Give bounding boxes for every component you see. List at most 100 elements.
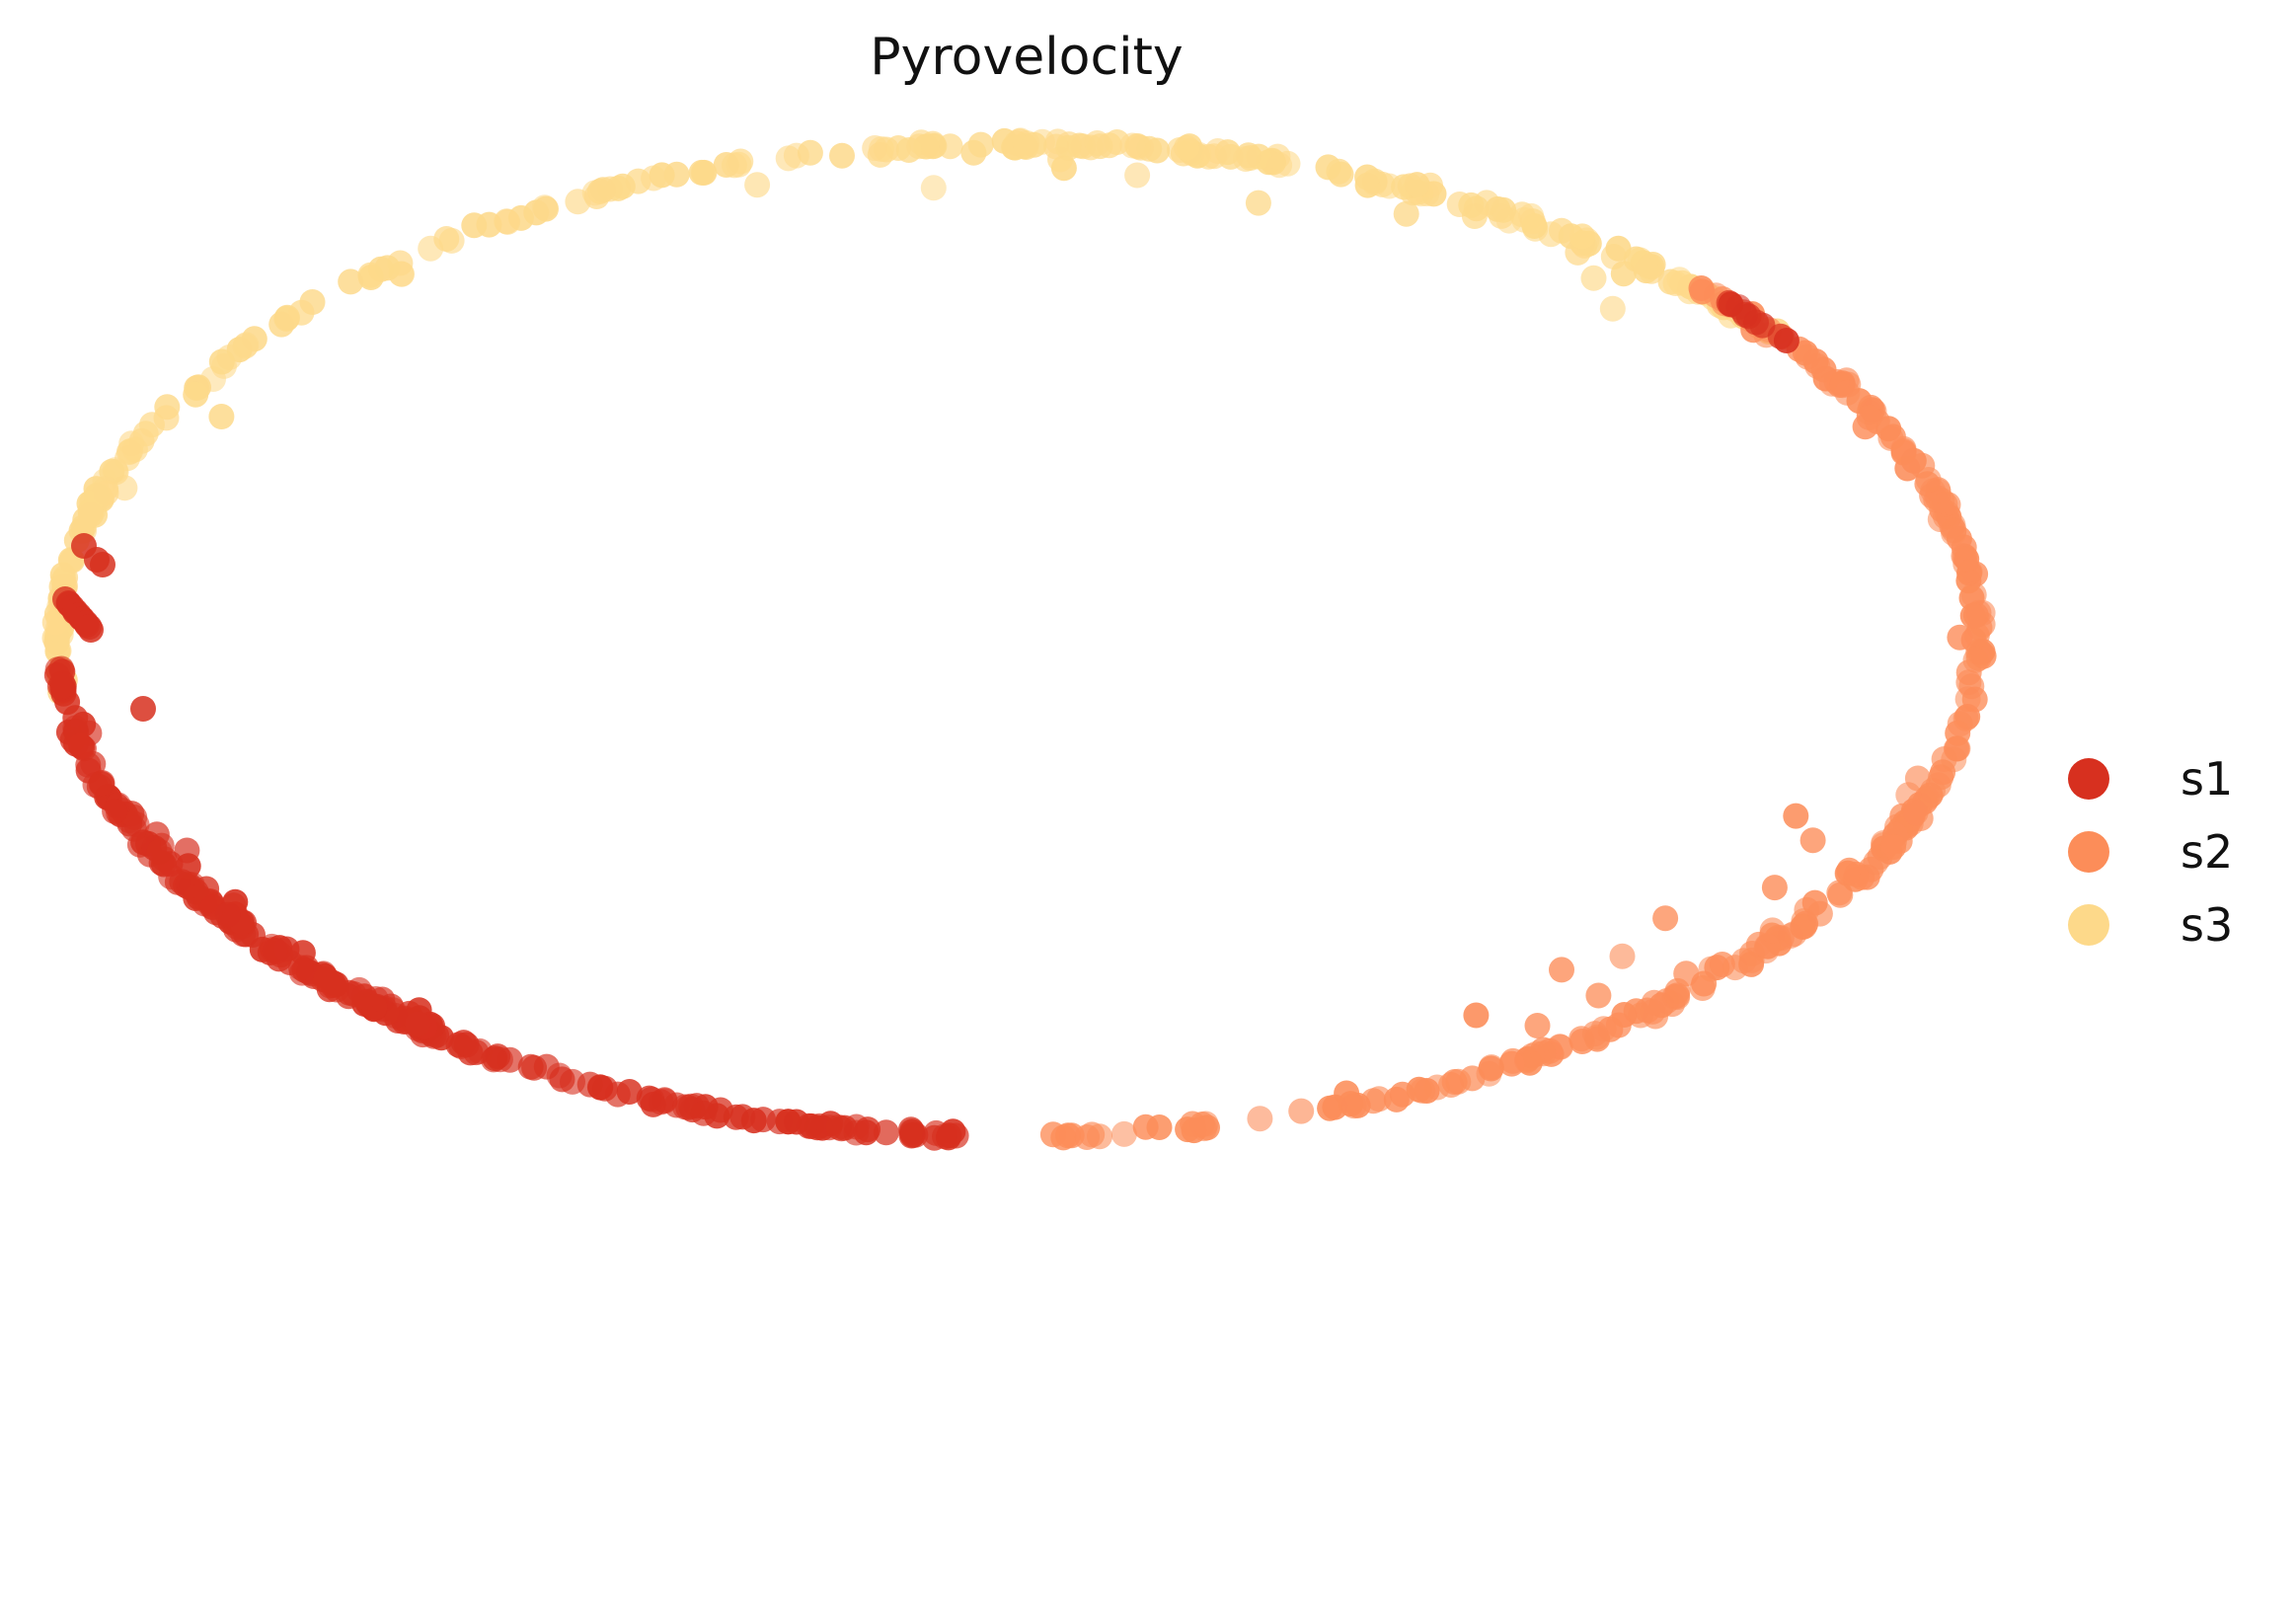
- cell-point-s2: [1783, 803, 1809, 829]
- cell-point-s3: [1235, 142, 1262, 169]
- cell-point-s3: [1055, 134, 1082, 161]
- cell-point-s1: [146, 838, 173, 865]
- cell-point-s1: [361, 994, 388, 1021]
- cell-point-s1: [193, 887, 220, 914]
- cell-point-s2: [1958, 673, 1985, 700]
- cell-point-s3: [1666, 267, 1693, 293]
- cell-point-s1: [90, 552, 115, 577]
- cell-point-s2: [1146, 1114, 1173, 1140]
- cell-point-s3: [609, 173, 636, 199]
- cell-point-s2: [1709, 952, 1735, 977]
- cell-point-s1: [690, 1100, 717, 1126]
- cell-point-s3: [1495, 207, 1522, 234]
- cell-point-s2: [1441, 1069, 1468, 1095]
- cell-point-s1: [1767, 323, 1794, 349]
- cell-point-s2: [1641, 989, 1667, 1016]
- cell-point-s3: [895, 137, 922, 163]
- cell-point-s2: [1799, 827, 1826, 854]
- chart-title: Pyrovelocity: [870, 28, 1184, 87]
- cell-point-s3: [565, 189, 591, 215]
- cell-point-s2: [1663, 982, 1690, 1009]
- legend-label-s1: s1: [2181, 752, 2234, 806]
- cell-point-s2: [1956, 559, 1983, 585]
- cell-point-s2: [1110, 1120, 1137, 1147]
- cell-point-s3: [1124, 162, 1151, 189]
- cell-point-s2: [1585, 982, 1612, 1009]
- legend: s1 s2 s3: [2068, 742, 2233, 961]
- cell-point-s3: [1393, 200, 1419, 227]
- cell-point-s2: [1962, 647, 1989, 673]
- cell-point-s3: [1084, 130, 1110, 156]
- cell-point-s3: [1404, 172, 1430, 198]
- cell-point-s3: [288, 299, 315, 326]
- cell-point-s1: [287, 955, 314, 981]
- cell-point-s2: [1915, 467, 1942, 493]
- cell-point-s3: [1580, 265, 1607, 291]
- cell-point-s1: [1716, 289, 1742, 316]
- cell-point-s3: [1458, 192, 1485, 218]
- cell-point-s3: [589, 177, 616, 203]
- cell-point-s2: [1947, 624, 1973, 651]
- cell-point-s2: [1180, 1111, 1206, 1137]
- cell-point-s2: [1827, 882, 1854, 908]
- cell-point-s1: [70, 711, 97, 737]
- cell-point-s3: [374, 255, 401, 281]
- legend-marker-s2: [2068, 831, 2109, 873]
- cell-point-s3: [1600, 244, 1627, 269]
- cell-point-s3: [1633, 258, 1659, 284]
- cell-point-s3: [338, 269, 364, 295]
- cell-point-s2: [1960, 581, 1987, 608]
- cell-point-s2: [1406, 1076, 1432, 1103]
- cell-point-s3: [115, 439, 142, 465]
- cell-point-s1: [873, 1119, 899, 1146]
- cell-point-s1: [533, 1053, 560, 1080]
- cell-point-s3: [1119, 132, 1146, 159]
- cell-point-s2: [1478, 1055, 1504, 1082]
- cell-point-s3: [713, 152, 739, 178]
- cell-point-s2: [1288, 1098, 1315, 1124]
- cell-point-s3: [84, 483, 110, 508]
- cell-point-s3: [531, 194, 558, 221]
- cell-point-s2: [1902, 800, 1929, 826]
- cell-point-s2: [1530, 1040, 1557, 1067]
- cell-point-s2: [1463, 1002, 1490, 1029]
- legend-item-s1: s1: [2068, 742, 2233, 815]
- cell-point-s1: [853, 1119, 880, 1146]
- cell-point-s3: [132, 421, 159, 447]
- cell-point-s1: [729, 1104, 756, 1130]
- cell-point-s3: [920, 175, 947, 201]
- cell-point-s2: [1652, 905, 1679, 932]
- cell-point-s1: [576, 1071, 603, 1098]
- cell-point-s2: [1087, 1123, 1112, 1150]
- cell-point-s3: [649, 162, 675, 189]
- cell-point-s2: [1941, 517, 1967, 544]
- cell-point-s3: [494, 208, 520, 235]
- cell-point-s2: [1917, 782, 1944, 808]
- cell-point-s2: [1247, 1106, 1273, 1132]
- cell-point-s1: [313, 966, 339, 993]
- cell-point-s1: [130, 696, 156, 722]
- cell-point-s2: [1929, 488, 1955, 514]
- cell-point-s1: [76, 614, 103, 640]
- cell-point-s3: [1315, 154, 1341, 181]
- cell-point-s2: [1761, 875, 1788, 901]
- cell-point-s3: [1174, 134, 1199, 161]
- cell-point-s3: [829, 142, 855, 169]
- cell-point-s1: [825, 1114, 852, 1140]
- legend-item-s2: s2: [2068, 815, 2233, 888]
- scatter-plot: [41, 127, 1997, 1151]
- cell-point-s3: [1569, 223, 1595, 250]
- legend-label-s2: s2: [2181, 825, 2234, 879]
- cell-point-s3: [1021, 131, 1047, 158]
- cell-point-s1: [89, 770, 115, 796]
- cell-point-s1: [616, 1079, 643, 1105]
- cell-point-s1: [899, 1118, 925, 1145]
- cell-point-s2: [1340, 1093, 1367, 1119]
- cell-point-s1: [68, 732, 94, 759]
- cell-point-s1: [262, 938, 288, 963]
- cell-point-s2: [1959, 602, 1986, 629]
- cell-point-s2: [1856, 404, 1882, 430]
- cell-point-s2: [1880, 834, 1907, 861]
- cell-point-s3: [1599, 295, 1626, 322]
- cell-point-s3: [233, 332, 260, 358]
